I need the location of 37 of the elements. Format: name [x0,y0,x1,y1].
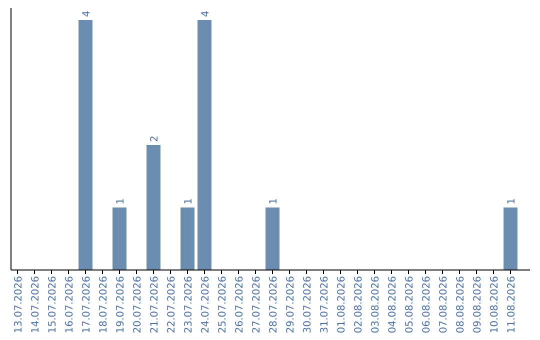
data-label: 4 [200,10,212,17]
x-tick-label: 04.08.2026 [388,276,398,334]
x-tick-label: 05.08.2026 [404,276,416,334]
x-tick-label: 26.07.2026 [234,276,246,334]
x-tick-label: 11.08.2026 [506,276,518,334]
x-tick-label: 15.07.2026 [48,276,58,334]
data-label: 1 [116,198,126,204]
x-tick-label: 03.08.2026 [370,276,382,334]
data-label: 1 [506,198,518,204]
x-tick-label: 18.07.2026 [98,276,110,334]
x-tick-label: 16.07.2026 [64,276,76,334]
x-tick-label: 27.07.2026 [252,276,262,334]
x-tick-label: 30.07.2026 [302,276,314,334]
data-label: 1 [268,198,280,204]
x-tick-label: 25.07.2026 [218,276,228,334]
data-label: 1 [184,198,194,204]
data-label: 2 [150,136,160,142]
x-tick-label: 09.08.2026 [472,276,484,334]
x-tick-label: 24.07.2026 [200,276,212,334]
x-tick-label: 23.07.2026 [184,276,194,334]
x-tick-label: 19.07.2026 [116,276,126,334]
x-tick-label: 13.07.2026 [14,276,24,334]
x-tick-label: 01.08.2026 [336,276,348,334]
x-tick-label: 08.08.2026 [456,276,466,334]
x-tick-label: 02.08.2026 [354,276,364,334]
x-tick-label: 31.07.2026 [320,276,330,334]
x-tick-label: 22.07.2026 [166,276,178,334]
x-tick-label: 06.08.2026 [422,276,432,334]
x-tick-label: 07.08.2026 [438,276,450,334]
x-tick-label: 17.07.2026 [82,276,92,334]
x-tick-label: 10.08.2026 [490,276,500,334]
data-label: 4 [82,10,92,17]
x-tick-label: 21.07.2026 [150,276,160,334]
x-tick-label: 29.07.2026 [286,276,296,334]
x-tick-label: 14.07.2026 [30,276,42,334]
x-tick-label: 20.07.2026 [132,276,144,334]
x-tick-label: 28.07.2026 [268,276,280,334]
